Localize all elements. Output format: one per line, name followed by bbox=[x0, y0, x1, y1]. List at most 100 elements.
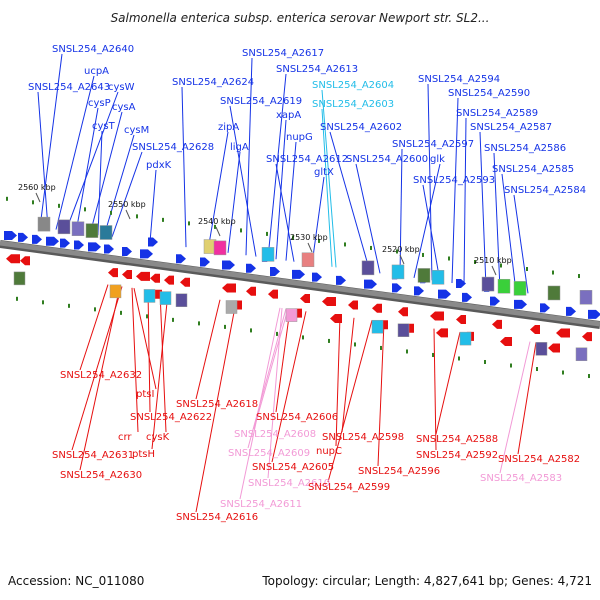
tick-marker bbox=[406, 349, 408, 354]
tick-marker bbox=[198, 321, 200, 326]
reverse-gene-arrow bbox=[530, 325, 540, 335]
gene-leader-line bbox=[311, 176, 325, 265]
gene-leader-line bbox=[285, 141, 297, 261]
topology-text: Topology: circular; Length: 4,827,641 bp… bbox=[261, 574, 592, 588]
kbp-tick-label: 2550 kbp bbox=[108, 200, 146, 209]
gene-label-top: SNSL254_A2602 bbox=[320, 122, 402, 133]
forward-gene-arrow bbox=[4, 231, 17, 241]
gene-label-top: cysW bbox=[108, 82, 135, 93]
forward-gene-arrow bbox=[32, 234, 42, 244]
gene-label-bottom: SNSL254_A2588 bbox=[416, 434, 498, 445]
gene-track-box bbox=[513, 281, 527, 296]
gene-leader-line bbox=[355, 163, 381, 274]
gene-label-bottom: SNSL254_A2599 bbox=[308, 482, 390, 493]
tick-marker bbox=[276, 331, 278, 336]
gene-label-top: cysP bbox=[88, 98, 111, 109]
gene-track-box bbox=[37, 216, 51, 232]
reverse-gene-arrow bbox=[136, 271, 150, 281]
gene-leader-line bbox=[37, 91, 49, 229]
tick-marker bbox=[448, 256, 450, 261]
gene-leader-line bbox=[327, 320, 373, 483]
tick-marker bbox=[432, 352, 434, 357]
gene-track-box bbox=[143, 289, 156, 303]
gene-leader-line bbox=[321, 89, 337, 268]
gene-leader-line bbox=[499, 341, 531, 474]
gene-label-top: cysA bbox=[112, 102, 136, 113]
gene-leader-line bbox=[451, 97, 459, 284]
gene-leader-line bbox=[335, 315, 341, 447]
gene-leader-line bbox=[149, 169, 157, 243]
tick-marker bbox=[458, 356, 460, 361]
reverse-gene-arrow bbox=[108, 268, 118, 278]
gene-track-box bbox=[417, 268, 431, 283]
gene-label-bottom: ptsH bbox=[132, 449, 155, 460]
gene-leader-line bbox=[195, 301, 237, 513]
forward-gene-arrow bbox=[18, 232, 28, 242]
kbp-tick-label: 2540 kbp bbox=[198, 217, 236, 226]
forward-gene-arrow bbox=[438, 289, 451, 299]
reverse-gene-arrow bbox=[492, 319, 502, 329]
kbp-tick-line bbox=[491, 265, 497, 276]
gene-leader-line bbox=[229, 105, 257, 257]
gene-label-top: SNSL254_A2586 bbox=[484, 143, 566, 154]
gene-label-bottom: SNSL254_A2609 bbox=[228, 448, 310, 459]
gene-leader-line bbox=[329, 131, 371, 273]
forward-gene-arrow bbox=[540, 303, 550, 313]
gene-leader-line bbox=[239, 307, 281, 500]
gene-track-box bbox=[71, 221, 85, 236]
tick-marker bbox=[526, 267, 528, 272]
gene-label-top: SNSL254_A2585 bbox=[492, 164, 574, 175]
kbp-tick-line bbox=[307, 242, 313, 253]
kbp-tick-label: 2520 kbp bbox=[382, 245, 420, 254]
kbp-tick-line bbox=[215, 226, 221, 237]
gene-track-box bbox=[159, 291, 172, 305]
reverse-gene-arrow bbox=[456, 315, 466, 325]
gene-leader-line bbox=[159, 291, 167, 433]
tick-marker bbox=[146, 314, 148, 319]
gene-label-top: SNSL254_A2604 bbox=[312, 80, 394, 91]
gene-label-top: SNSL254_A2613 bbox=[276, 64, 358, 75]
gene-leader-line bbox=[227, 151, 241, 253]
gene-label-bottom: cysK bbox=[146, 432, 170, 443]
forward-gene-arrow bbox=[456, 279, 466, 289]
gene-leader-line bbox=[399, 148, 403, 277]
gene-leader-line bbox=[207, 131, 229, 251]
gene-track-box bbox=[109, 284, 122, 299]
gene-track-box bbox=[261, 247, 275, 262]
forward-gene-arrow bbox=[222, 260, 235, 270]
gene-leader-line bbox=[103, 134, 135, 237]
forward-gene-arrow bbox=[176, 254, 186, 264]
gene-label-top: SNSL254_A2593 bbox=[413, 175, 495, 186]
forward-gene-arrow bbox=[60, 238, 70, 248]
gene-label-top: cysM bbox=[124, 125, 149, 136]
gene-leader-line bbox=[267, 73, 287, 259]
forward-gene-arrow bbox=[490, 296, 500, 306]
reverse-gene-arrow bbox=[164, 275, 174, 285]
gene-track-box bbox=[301, 252, 315, 268]
tick-marker bbox=[562, 370, 564, 375]
reverse-gene-arrow bbox=[268, 289, 278, 299]
gene-label-bottom: SNSL254_A2631 bbox=[52, 450, 134, 461]
gene-leader-line bbox=[463, 117, 467, 285]
tick-marker bbox=[500, 263, 502, 268]
forward-gene-arrow bbox=[566, 306, 576, 316]
tick-marker bbox=[110, 210, 112, 215]
reverse-gene-arrow bbox=[222, 283, 236, 293]
tick-marker bbox=[84, 207, 86, 212]
gene-track-box bbox=[225, 300, 238, 314]
gene-leader-line bbox=[479, 131, 487, 288]
forward-gene-arrow bbox=[292, 269, 305, 279]
gene-label-top: SNSL254_A2643 bbox=[28, 82, 110, 93]
accession-text: Accession: NC_011080 bbox=[8, 574, 144, 588]
gene-track-box bbox=[391, 264, 405, 280]
gene-track-box bbox=[361, 260, 375, 276]
gene-label-bottom: SNSL254_A2592 bbox=[416, 450, 498, 461]
gene-label-top: ucpA bbox=[84, 66, 109, 77]
gene-leader-line bbox=[65, 91, 119, 232]
tick-marker bbox=[266, 231, 268, 236]
tick-marker bbox=[68, 303, 70, 308]
reverse-gene-arrow bbox=[330, 314, 342, 324]
gene-leader-line bbox=[427, 83, 433, 281]
gene-track-box bbox=[579, 290, 593, 305]
